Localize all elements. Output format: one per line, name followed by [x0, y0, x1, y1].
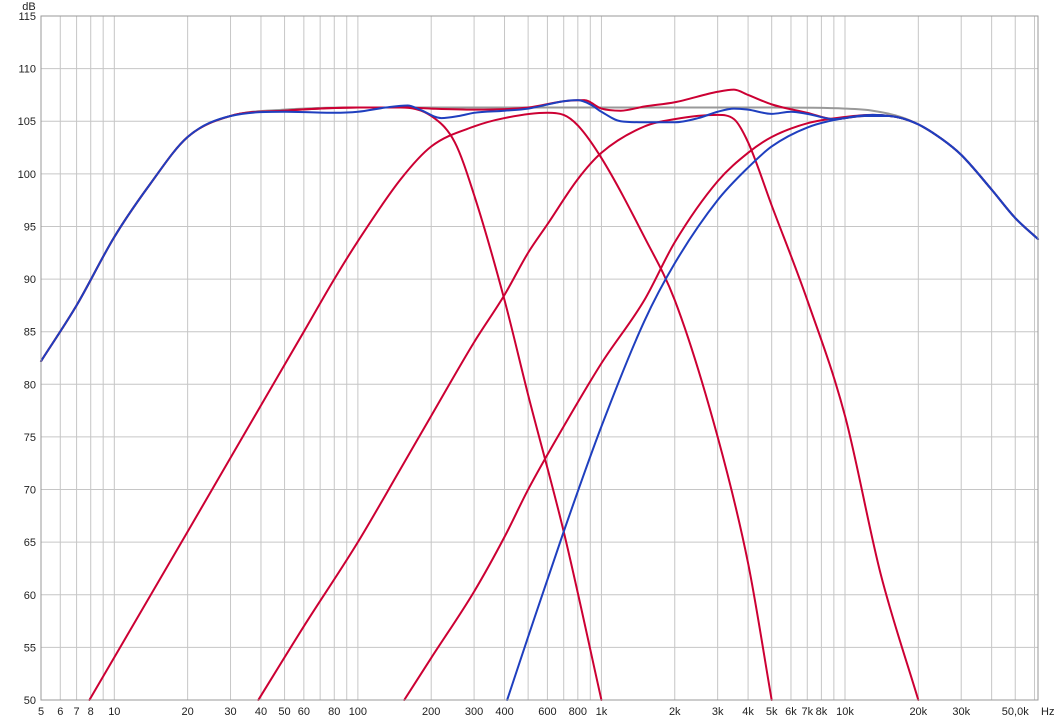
- curves: [40, 88, 1039, 701]
- x-tick-label: 100: [349, 706, 367, 718]
- y-tick-label: 75: [24, 432, 36, 444]
- y-tick-label: 65: [24, 537, 36, 549]
- y-tick-label: 85: [24, 327, 36, 339]
- y-tick-label: 80: [24, 379, 36, 391]
- x-tick-label: 2k: [669, 706, 681, 718]
- plot-frame: [40, 15, 1039, 701]
- x-tick-label: 5k: [766, 706, 778, 718]
- x-tick-label: 600: [538, 706, 556, 718]
- series-line-3: [257, 113, 920, 701]
- series-line-4: [403, 113, 1039, 701]
- y-tick-label: 50: [24, 695, 36, 707]
- x-tick-label: 400: [495, 706, 513, 718]
- y-tick-label: 95: [24, 221, 36, 233]
- x-tick-label: 30k: [952, 706, 970, 718]
- series-line-8: [40, 99, 1039, 363]
- x-tick-label: 7k: [801, 706, 813, 718]
- x-tick-label: 7: [74, 706, 80, 718]
- series-line-7: [506, 113, 1039, 701]
- grid: [40, 15, 1038, 701]
- x-tick-label: 60: [298, 706, 310, 718]
- y-tick-label: 90: [24, 274, 36, 286]
- y-tick-label: 100: [18, 169, 36, 181]
- x-tick-label: 20: [182, 706, 194, 718]
- y-tick-label: 60: [24, 590, 36, 602]
- series-line-2: [88, 111, 773, 701]
- x-tick-label: 10k: [836, 706, 854, 718]
- x-tick-label: 3k: [712, 706, 724, 718]
- x-tick-label: 20k: [909, 706, 927, 718]
- x-tick-label: 1k: [596, 706, 608, 718]
- x-tick-label: 40: [255, 706, 267, 718]
- series-line-5: [40, 106, 603, 701]
- x-tick-label: 50: [278, 706, 290, 718]
- x-tick-label: 800: [569, 706, 587, 718]
- y-tick-label: 110: [18, 64, 36, 76]
- x-tick-label: 4k: [742, 706, 754, 718]
- y-tick-labels: 50 55 60 65 70 75 80 85 90 95 100 105 110 115: [18, 11, 36, 707]
- x-tick-label: 10: [108, 706, 120, 718]
- x-tick-label: 6: [57, 706, 63, 718]
- y-tick-label: 115: [18, 11, 36, 23]
- y-tick-label: 70: [24, 485, 36, 497]
- x-tick-label: 80: [328, 706, 340, 718]
- x-tick-label: 8: [88, 706, 94, 718]
- x-tick-labels: 5 6 7 8 10 20 30 40 50 60 80 100 200 300 400 600 800 1k 2k…: [38, 706, 1029, 718]
- x-tick-label: 30: [224, 706, 236, 718]
- x-tick-label: 8k: [816, 706, 828, 718]
- x-tick-label: 50,0k: [1002, 706, 1029, 718]
- y-tick-label: 55: [24, 642, 36, 654]
- x-tick-label: 300: [465, 706, 483, 718]
- y-tick-label: 105: [18, 116, 36, 128]
- x-tick-label: 200: [422, 706, 440, 718]
- x-tick-label: 5: [38, 706, 44, 718]
- x-tick-label: 6k: [785, 706, 797, 718]
- series-line-6: [40, 88, 1039, 363]
- y-unit-label: dB: [22, 1, 35, 13]
- x-unit-label: Hz: [1041, 706, 1054, 718]
